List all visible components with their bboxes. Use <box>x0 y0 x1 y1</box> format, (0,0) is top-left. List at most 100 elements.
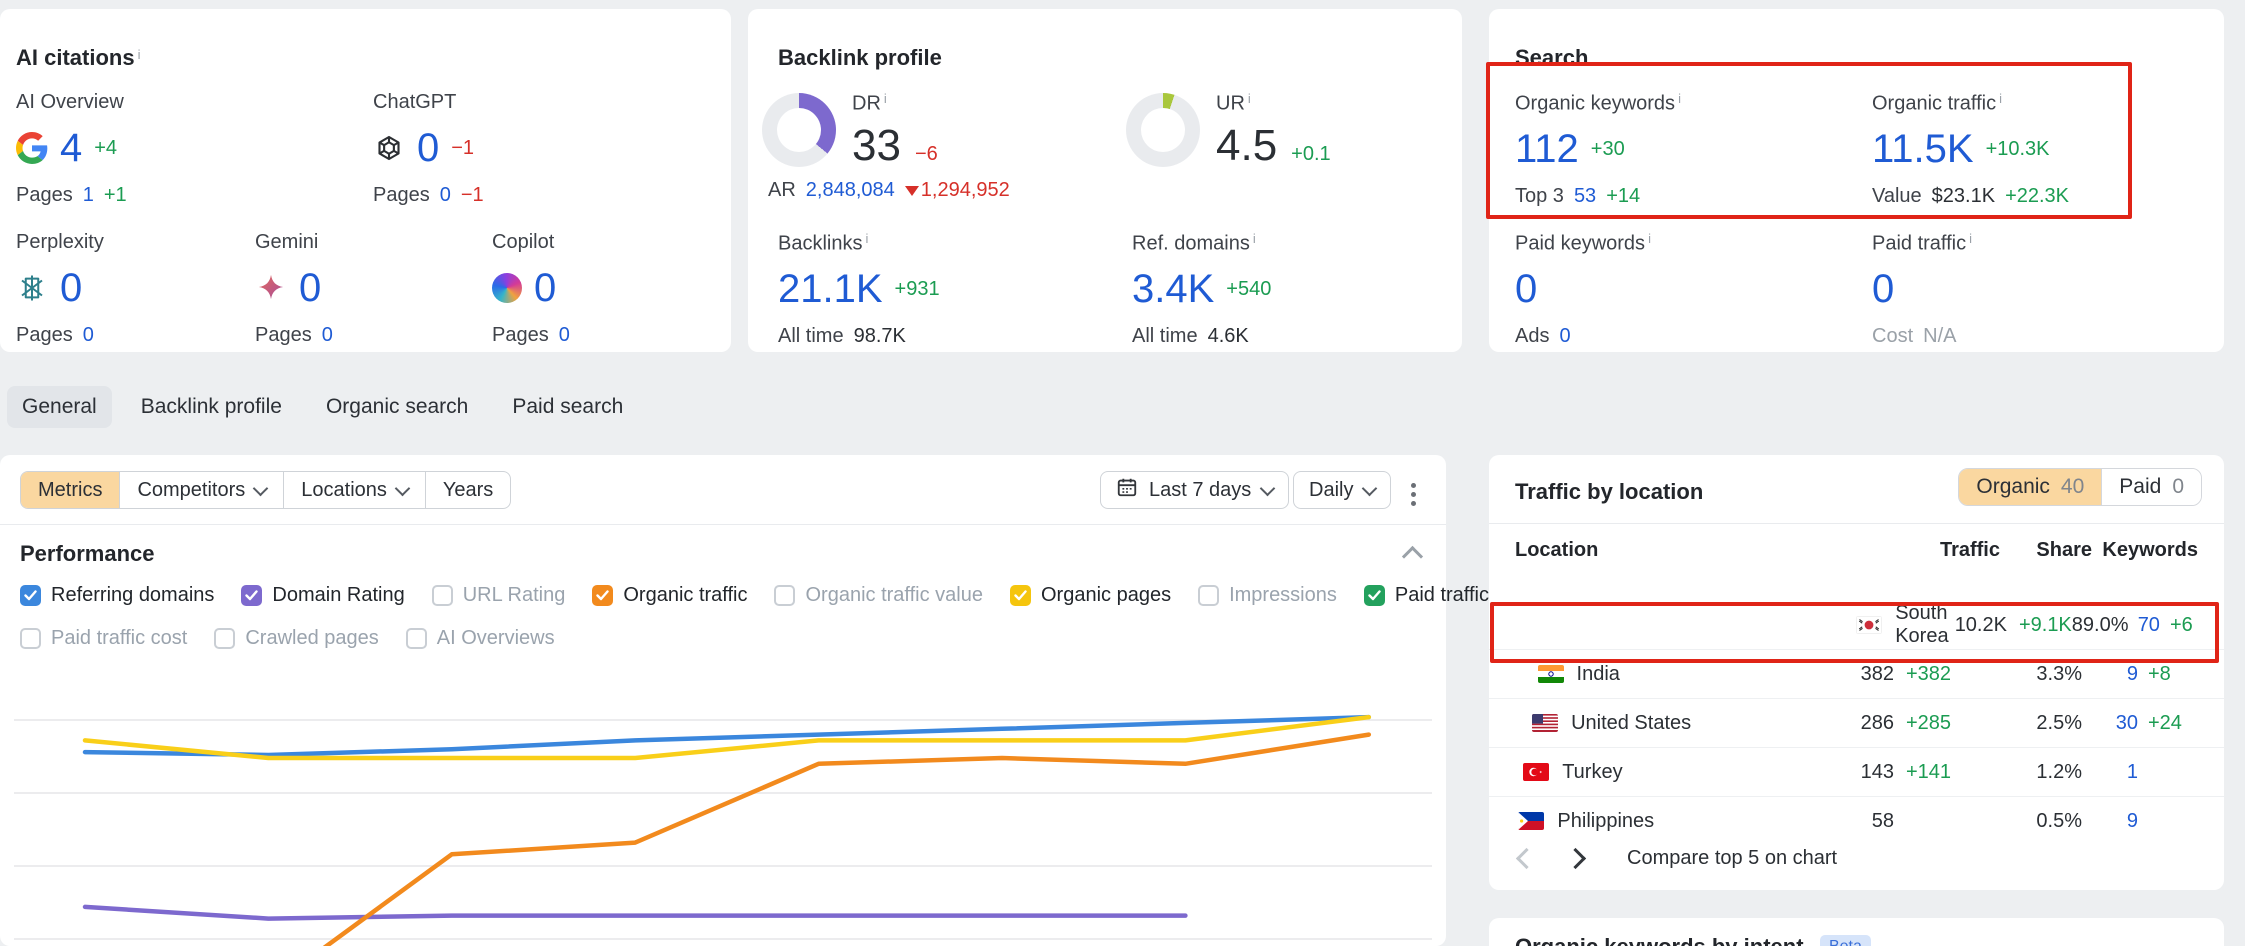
organic-keywords-value[interactable]: 112 <box>1515 127 1579 172</box>
organic-traffic-value[interactable]: 11.5K <box>1872 127 1974 172</box>
google-icon <box>16 132 48 164</box>
paid-traffic-value[interactable]: 0 <box>1872 267 1895 312</box>
metric-checkbox-url-rating[interactable]: URL Rating <box>431 584 565 607</box>
info-icon[interactable]: i <box>137 46 141 62</box>
paid-keywords-metric: Paid keywords i 0 Ads 0 <box>1515 231 1651 348</box>
collapse-chevron-icon[interactable] <box>1401 545 1424 568</box>
ref-domains-value[interactable]: 3.4K <box>1132 267 1215 312</box>
info-icon[interactable]: i <box>1648 231 1651 246</box>
keywords-value[interactable]: 1 <box>2126 760 2138 783</box>
chevron-down-icon <box>252 480 269 496</box>
metric-checkbox-referring-domains[interactable]: Referring domains <box>20 584 214 607</box>
calendar-icon <box>1116 476 1138 504</box>
ar-row: AR 2,848,084 1,294,952 <box>768 179 1010 201</box>
table-row-south-korea[interactable]: South Korea 10.2K +9.1K 89.0% 70 +6 <box>1489 601 2224 649</box>
table-pagination: Compare top 5 on chart <box>1515 847 1838 870</box>
backlinks-value[interactable]: 21.1K <box>778 267 883 312</box>
traffic-by-location-card: Traffic by location Organic 40 Paid 0 Loca… <box>1489 455 2224 890</box>
more-options-button[interactable] <box>1405 477 1422 512</box>
unchecked-checkbox-icon[interactable] <box>214 627 236 649</box>
unchecked-checkbox-icon[interactable] <box>405 627 427 649</box>
keywords-delta: +6 <box>2169 613 2193 636</box>
checked-checkbox-icon[interactable] <box>592 584 614 606</box>
organic-traffic-metric: Organic traffic i 11.5K +10.3K Value $23.1… <box>1872 91 2070 208</box>
ph-flag-icon <box>1518 812 1545 830</box>
tab-organic-search[interactable]: Organic search <box>325 395 469 418</box>
metric-checkbox-organic-traffic-value[interactable]: Organic traffic value <box>774 584 983 607</box>
info-icon[interactable]: i <box>1252 231 1256 246</box>
metric-checkbox-domain-rating[interactable]: Domain Rating <box>241 584 405 607</box>
keywords-value[interactable]: 30 <box>2115 711 2138 734</box>
checked-checkbox-icon[interactable] <box>1009 584 1031 606</box>
ai-overview-count: 4 <box>60 126 83 170</box>
competitors-filter-button[interactable]: Competitors <box>119 472 283 508</box>
ai-citations-card: AI citations i AI Overview 4 +4 Pages 1 +1 … <box>0 9 731 352</box>
organic-keywords-metric: Organic keywords i 112 +30 Top 3 53 +14 <box>1515 91 1681 208</box>
metric-checkbox-row: Referring domains Domain Rating URL Rating… <box>20 580 1489 610</box>
location-name: India <box>1576 662 1620 685</box>
tab-paid-search[interactable]: Paid search <box>512 395 624 418</box>
metric-checkbox-organic-pages[interactable]: Organic pages <box>1009 583 1172 607</box>
compare-top5-link[interactable]: Compare top 5 on chart <box>1627 847 1838 869</box>
filter-segmented-control: Metrics Competitors Locations Years <box>20 471 512 509</box>
paid-toggle-button[interactable]: Paid 0 <box>2101 469 2201 505</box>
tr-flag-icon <box>1523 763 1550 781</box>
ur-value: 4.5 <box>1216 121 1278 171</box>
paid-keywords-value[interactable]: 0 <box>1515 267 1538 312</box>
info-icon[interactable]: i <box>883 91 887 106</box>
next-page-icon[interactable] <box>1564 847 1587 870</box>
unchecked-checkbox-icon[interactable] <box>20 627 41 649</box>
locations-filter-button[interactable]: Locations <box>283 472 425 508</box>
metric-checkbox-paid-traffic[interactable]: Paid traffic <box>1363 584 1489 607</box>
years-filter-button[interactable]: Years <box>424 472 510 508</box>
previous-page-icon[interactable] <box>1515 847 1538 870</box>
unchecked-checkbox-icon[interactable] <box>1198 584 1220 606</box>
checkbox-label: Organic pages <box>1040 583 1172 606</box>
info-icon[interactable]: i <box>1247 91 1251 106</box>
table-row-united-states[interactable]: United States 286 +285 2.5% 30 +24 <box>1489 698 2224 747</box>
table-row-india[interactable]: India 382 +382 3.3% 9 +8 <box>1489 649 2224 698</box>
table-row-philippines[interactable]: Philippines 58 0.5% 9 <box>1489 796 2224 845</box>
checkbox-label: Organic traffic <box>623 583 748 606</box>
metrics-filter-button[interactable]: Metrics <box>21 472 120 508</box>
date-range-button[interactable]: Last 7 days <box>1100 471 1290 509</box>
unchecked-checkbox-icon[interactable] <box>431 584 453 606</box>
checked-checkbox-icon[interactable] <box>20 584 41 606</box>
share-value: 2.5% <box>2036 711 2082 734</box>
info-icon[interactable]: i <box>865 231 869 246</box>
checkbox-label: Crawled pages <box>245 626 379 649</box>
table-row-turkey[interactable]: Turkey 143 +141 1.2% 1 <box>1489 747 2224 796</box>
chevron-down-icon <box>1260 480 1276 496</box>
info-icon[interactable]: i <box>1678 91 1681 106</box>
metric-checkbox-impressions[interactable]: Impressions <box>1198 584 1337 607</box>
metric-checkbox-crawled-pages[interactable]: Crawled pages <box>214 626 379 650</box>
gemini-icon <box>255 272 287 304</box>
info-icon[interactable]: i <box>1969 231 1973 246</box>
tab-general[interactable]: General <box>7 386 112 428</box>
granularity-button[interactable]: Daily <box>1293 471 1392 509</box>
traffic-by-location-title: Traffic by location <box>1515 479 1704 504</box>
checked-checkbox-icon[interactable] <box>1363 584 1385 606</box>
location-name: Turkey <box>1562 760 1623 783</box>
keywords-by-intent-title: Organic keywords by intent <box>1515 934 1804 946</box>
chatgpt-icon <box>373 132 405 164</box>
ur-metric: UR i 4.5 +0.1 <box>1216 91 1331 171</box>
tab-backlink-profile[interactable]: Backlink profile <box>140 395 282 418</box>
metric-checkbox-organic-traffic[interactable]: Organic traffic <box>592 584 747 607</box>
metric-checkbox-ai-overviews[interactable]: AI Overviews <box>405 627 555 650</box>
unchecked-checkbox-icon[interactable] <box>774 584 796 606</box>
backlink-profile-title: Backlink profile <box>778 45 942 70</box>
ai-engine-block: Copilot 0 Pages 0 <box>492 231 570 346</box>
chevron-down-icon <box>394 480 411 496</box>
organic-toggle-button[interactable]: Organic 40 <box>1959 469 2102 505</box>
chart-line-organic-pages <box>82 714 1372 761</box>
checked-checkbox-icon[interactable] <box>241 584 263 606</box>
keywords-value[interactable]: 9 <box>2126 662 2138 685</box>
performance-chart <box>14 714 1432 946</box>
info-icon[interactable]: i <box>1999 91 2003 106</box>
keywords-value[interactable]: 9 <box>2126 809 2138 832</box>
metric-checkbox-paid-traffic-cost[interactable]: Paid traffic cost <box>20 627 187 650</box>
performance-card: Metrics Competitors Locations Years Last… <box>0 455 1489 946</box>
keywords-value[interactable]: 70 <box>2137 613 2160 636</box>
